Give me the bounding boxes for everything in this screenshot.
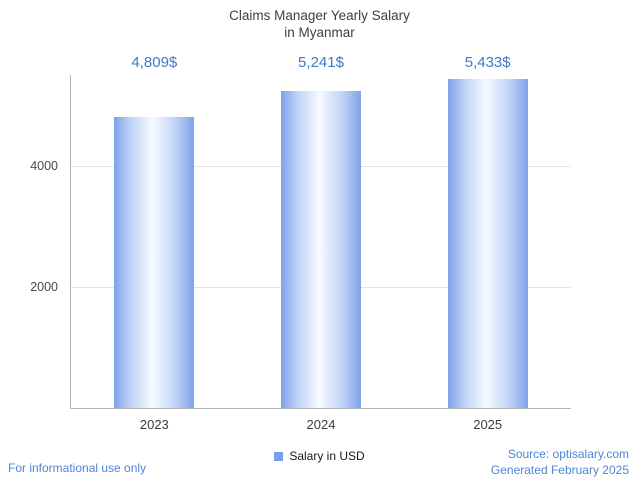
chart-title-line1: Claims Manager Yearly Salary: [229, 8, 410, 23]
y-axis-tick-label: 4000: [30, 158, 58, 173]
legend-swatch-icon: [274, 451, 284, 461]
bar-column-2024: 5,241$ 2024: [238, 54, 405, 432]
chart-title-line2: in Myanmar: [284, 25, 355, 40]
bar-value-label: 4,809$: [131, 54, 178, 71]
bar-value-label: 5,241$: [298, 54, 344, 71]
bar-2024[interactable]: [281, 90, 361, 408]
bar-2023[interactable]: [114, 116, 195, 408]
x-axis-label: 2025: [473, 417, 503, 432]
legend: Salary in USD: [0, 449, 639, 463]
y-axis-tick-label: 2000: [30, 279, 58, 294]
x-axis-label: 2024: [306, 417, 336, 432]
footer-source-block: Source: optisalary.com Generated Februar…: [491, 446, 629, 478]
y-axis-labels: 2000 4000: [12, 75, 64, 408]
bar-2025[interactable]: [447, 79, 528, 408]
disclaimer-text: For informational use only: [8, 461, 147, 475]
x-axis-label: 2023: [139, 417, 169, 432]
chart-title: Claims Manager Yearly Salary in Myanmar: [0, 7, 639, 41]
plot-area: 4,809$ 2023 5,241$ 2024 5,433$ 2025: [70, 54, 571, 432]
generated-date: Generated February 2025: [490, 463, 629, 477]
bar-column-2023: 4,809$ 2023: [71, 54, 238, 432]
legend-label: Salary in USD: [289, 449, 365, 463]
bar-value-label: 5,433$: [464, 54, 511, 71]
source-link[interactable]: Source: optisalary.com: [507, 447, 629, 461]
bar-column-2025: 5,433$ 2025: [404, 54, 571, 432]
